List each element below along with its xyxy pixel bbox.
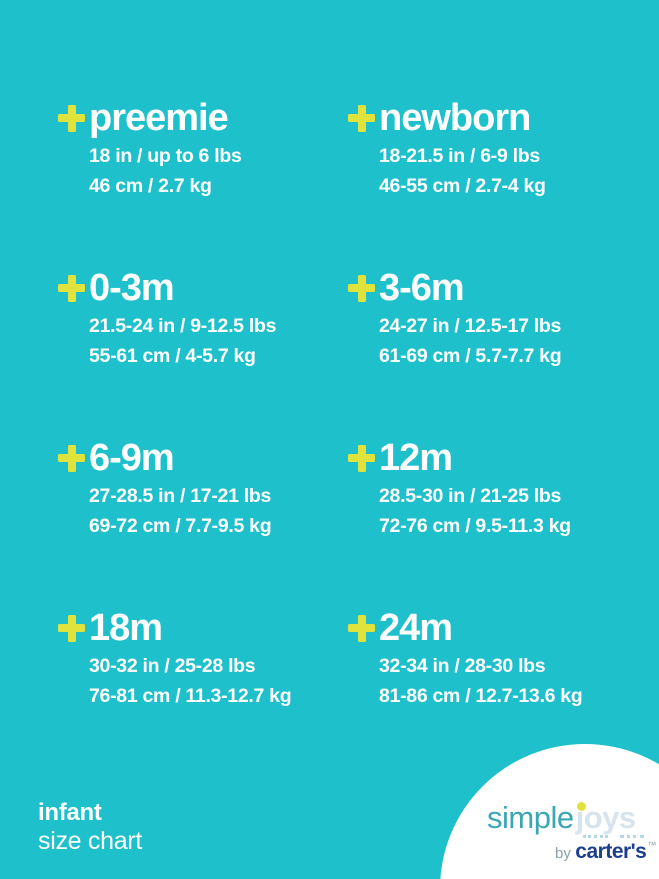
size-entry: 3-6m 24-27 in / 12.5-17 lbs 61-69 cm / 5…	[348, 266, 618, 436]
plus-icon	[348, 274, 375, 302]
logo-wordmark: simple joys	[487, 801, 659, 835]
trademark-symbol: ™	[647, 840, 656, 850]
size-name: 0-3m	[89, 267, 175, 309]
size-imperial-range: 32-34 in / 28-30 lbs	[379, 655, 546, 677]
size-imperial-range: 18 in / up to 6 lbs	[89, 145, 242, 167]
dotted-underline-left	[583, 835, 608, 838]
size-metric-range: 55-61 cm / 4-5.7 kg	[89, 344, 256, 367]
size-metric-range: 81-86 cm / 12.7-13.6 kg	[379, 684, 583, 707]
logo-carters-word: carter's	[575, 840, 647, 863]
size-entry: 18m 30-32 in / 25-28 lbs 76-81 cm / 11.3…	[58, 606, 348, 776]
size-entries-grid: preemie 18 in / up to 6 lbs 46 cm / 2.7 …	[58, 96, 618, 776]
size-metric-range: 46-55 cm / 2.7-4 kg	[379, 174, 546, 197]
footer-label-block: infant size chart	[38, 799, 142, 856]
size-metric-range: 72-76 cm / 9.5-11.3 kg	[379, 514, 571, 537]
size-entry-header: newborn	[348, 96, 618, 140]
size-name: newborn	[379, 97, 531, 139]
size-name: 6-9m	[89, 437, 175, 479]
logo-simple-text: simple	[487, 800, 574, 835]
logo-byline: by carter's™	[555, 840, 656, 864]
plus-icon	[58, 614, 85, 642]
plus-icon	[348, 614, 375, 642]
size-name: 18m	[89, 607, 163, 649]
size-metric-range: 69-72 cm / 7.7-9.5 kg	[89, 514, 272, 537]
size-metric-range: 76-81 cm / 11.3-12.7 kg	[89, 684, 292, 707]
size-name: 12m	[379, 437, 453, 479]
logo-joys-word: joys	[575, 800, 637, 835]
size-name: 24m	[379, 607, 453, 649]
j-dot-icon	[576, 802, 586, 811]
size-name: 3-6m	[379, 267, 465, 309]
size-entry-header: 6-9m	[58, 436, 348, 480]
dotted-underline-right	[620, 835, 644, 838]
plus-icon	[58, 274, 85, 302]
simple-joys-logo: simple joys by carter's™	[487, 801, 659, 871]
size-entry: preemie 18 in / up to 6 lbs 46 cm / 2.7 …	[58, 96, 348, 266]
size-imperial-range: 27-28.5 in / 17-21 lbs	[89, 485, 272, 507]
size-imperial-range: 30-32 in / 25-28 lbs	[89, 655, 256, 677]
size-imperial-range: 24-27 in / 12.5-17 lbs	[379, 315, 562, 337]
footer-category: infant	[38, 799, 102, 826]
size-metric-range: 61-69 cm / 5.7-7.7 kg	[379, 344, 562, 367]
size-entry-header: 0-3m	[58, 266, 348, 310]
footer-title: size chart	[38, 827, 142, 855]
logo-joys-text: joys	[575, 800, 637, 835]
size-entry-header: 12m	[348, 436, 618, 480]
size-entry: 6-9m 27-28.5 in / 17-21 lbs 69-72 cm / 7…	[58, 436, 348, 606]
size-entry-header: preemie	[58, 96, 348, 140]
size-entry: 0-3m 21.5-24 in / 9-12.5 lbs 55-61 cm / …	[58, 266, 348, 436]
size-entry: newborn 18-21.5 in / 6-9 lbs 46-55 cm / …	[348, 96, 618, 266]
size-metric-range: 46 cm / 2.7 kg	[89, 174, 212, 197]
logo-carters-text: carter's™	[575, 840, 656, 863]
size-entry: 24m 32-34 in / 28-30 lbs 81-86 cm / 12.7…	[348, 606, 618, 776]
size-entry-header: 24m	[348, 606, 618, 650]
size-entry-header: 18m	[58, 606, 348, 650]
size-name: preemie	[89, 97, 229, 139]
size-entry: 12m 28.5-30 in / 21-25 lbs 72-76 cm / 9.…	[348, 436, 618, 606]
plus-icon	[348, 104, 375, 132]
plus-icon	[348, 444, 375, 472]
size-imperial-range: 28.5-30 in / 21-25 lbs	[379, 485, 562, 507]
size-imperial-range: 18-21.5 in / 6-9 lbs	[379, 145, 540, 167]
logo-by-text: by	[555, 845, 571, 862]
size-entry-header: 3-6m	[348, 266, 618, 310]
plus-icon	[58, 104, 85, 132]
plus-icon	[58, 444, 85, 472]
size-imperial-range: 21.5-24 in / 9-12.5 lbs	[89, 315, 277, 337]
